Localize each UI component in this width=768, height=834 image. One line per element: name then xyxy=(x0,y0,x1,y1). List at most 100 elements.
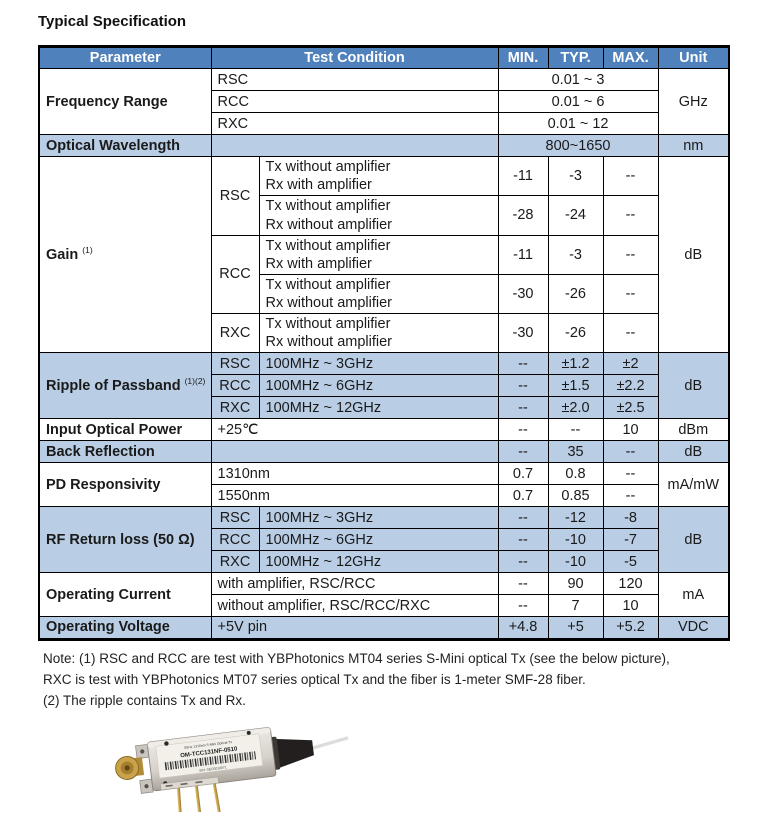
param-cell: Ripple of Passband (1)(2) xyxy=(38,352,212,420)
col-header-parameter: Parameter xyxy=(38,45,212,70)
cond-cell: 100MHz ~ 6GHz xyxy=(258,374,499,398)
min-cell: -28 xyxy=(497,195,549,236)
table-row-rf-rxc: RXC 100MHz ~ 12GHz -- -10 -5 xyxy=(39,550,729,574)
cond-cell: +5V pin xyxy=(210,616,499,641)
typ-cell: 90 xyxy=(547,572,604,596)
min-cell: -30 xyxy=(497,273,549,315)
cond-cell: 100MHz ~ 12GHz xyxy=(258,396,499,420)
typ-cell: -26 xyxy=(547,273,604,315)
cond-line-2: Rx without amplifier xyxy=(265,216,393,233)
cond-cell: RSC xyxy=(210,68,499,92)
table-row-operating-voltage: Operating Voltage +5V pin +4.8 +5 +5.2 V… xyxy=(38,616,730,641)
unit-cell: VDC xyxy=(657,616,730,641)
table-row-ripple-rsc: Ripple of Passband (1)(2) RSC 100MHz ~ 3… xyxy=(38,352,730,420)
max-cell: -- xyxy=(602,484,659,508)
param-cell: PD Responsivity xyxy=(38,462,212,508)
table-row-gain-rxc: RXC Tx without amplifier Rx without ampl… xyxy=(39,313,729,354)
cond-line-2: Rx with amplifier xyxy=(265,177,372,194)
mode-cell: RXC xyxy=(210,396,260,420)
max-cell: -- xyxy=(602,156,659,197)
param-cell: Back Reflection xyxy=(38,440,212,464)
typ-cell: -10 xyxy=(547,528,604,552)
unit-cell: GHz xyxy=(657,68,730,136)
max-cell: ±2.2 xyxy=(602,374,659,398)
cond-cell: 100MHz ~ 6GHz xyxy=(258,528,499,552)
table-row-current-without-amp: without amplifier, RSC/RCC/RXC -- 7 10 xyxy=(39,594,729,618)
cond-cell: 1310nm xyxy=(210,462,499,486)
table-row-rf-rsc: RF Return loss (50 Ω) RSC 100MHz ~ 3GHz … xyxy=(38,506,730,574)
param-label: Gain xyxy=(46,247,79,264)
unit-cell: dB xyxy=(657,156,730,354)
table-row-gain-rcc-1: RCC Tx without amplifier Rx with amplifi… xyxy=(39,234,729,315)
mode-cell: RCC xyxy=(210,374,260,398)
table-row-pd-1550: 1550nm 0.7 0.85 -- xyxy=(39,484,729,508)
cond-cell: with amplifier, RSC/RCC xyxy=(210,572,499,596)
max-cell: ±2.5 xyxy=(602,396,659,420)
unit-cell: dB xyxy=(657,352,730,420)
min-cell: -- xyxy=(497,594,549,618)
note-line: RXC is test with YBPhotonics MT07 series… xyxy=(43,671,586,687)
max-cell: -8 xyxy=(602,506,659,530)
label-barcode xyxy=(163,750,257,770)
notes: Note: (1) RSC and RCC are test with YBPh… xyxy=(38,648,748,711)
cond-line-2: Rx with amplifier xyxy=(265,255,372,272)
label-title: 3GHz 1310nm S-Mini Optical Tx xyxy=(184,739,233,749)
table-row-frequency-rsc: Frequency Range RSC 0.01 ~ 3 GHz xyxy=(38,68,730,136)
max-cell: -- xyxy=(602,273,659,315)
typ-cell: -10 xyxy=(547,550,604,574)
param-cell: Input Optical Power xyxy=(38,418,212,442)
max-cell: ±2 xyxy=(602,352,659,376)
min-cell: -- xyxy=(497,572,549,596)
table-row-ripple-rcc: RCC 100MHz ~ 6GHz -- ±1.5 ±2.2 xyxy=(39,374,729,398)
cond-line-1: Tx without amplifier xyxy=(265,316,391,333)
mode-cell: RSC xyxy=(210,506,260,530)
typ-cell: 7 xyxy=(547,594,604,618)
max-cell: -7 xyxy=(602,528,659,552)
cond-cell: Tx without amplifier Rx with amplifier xyxy=(258,234,499,275)
cond-cell: Tx without amplifier Rx with amplifier xyxy=(258,156,499,197)
cond-cell: 100MHz ~ 3GHz xyxy=(258,352,499,376)
col-header-min: MIN. xyxy=(497,45,549,70)
param-cell: Optical Wavelength xyxy=(38,134,212,158)
unit-cell: mA/mW xyxy=(657,462,730,508)
param-footnote-ref: (1) xyxy=(82,245,93,256)
cond-line-2: Rx without amplifier xyxy=(265,295,393,311)
document-page: Typical Specification Parameter Test Con… xyxy=(38,13,748,817)
min-cell: 0.7 xyxy=(497,462,549,486)
typ-cell: ±2.0 xyxy=(547,396,604,420)
cond-line-1: Tx without amplifier xyxy=(265,237,391,254)
value-cell: 0.01 ~ 12 xyxy=(497,112,659,136)
cond-line-1: Tx without amplifier xyxy=(265,276,391,293)
typ-cell: -24 xyxy=(547,195,604,236)
mode-cell: RXC xyxy=(210,313,260,354)
min-cell: -30 xyxy=(497,313,549,354)
table-row-pd-1310: PD Responsivity 1310nm 0.7 0.8 -- mA/mW xyxy=(38,462,730,508)
table-row-current-with-amp: Operating Current with amplifier, RSC/RC… xyxy=(38,572,730,618)
cond-cell: RCC xyxy=(210,90,499,114)
note-line: Note: (1) RSC and RCC are test with YBPh… xyxy=(43,650,670,666)
min-cell: -11 xyxy=(497,234,549,275)
note-line: (2) The ripple contains Tx and Rx. xyxy=(43,692,246,708)
col-header-max: MAX. xyxy=(602,45,659,70)
value-cell: 0.01 ~ 6 xyxy=(497,90,659,114)
mode-cell: RCC xyxy=(210,528,260,552)
cond-cell: 100MHz ~ 3GHz xyxy=(258,506,499,530)
min-cell: -- xyxy=(497,440,549,464)
typ-cell: 0.85 xyxy=(547,484,604,508)
optical-tx-photo-illustration: 3GHz 1310nm S-Mini Optical Tx OM-TCC131N… xyxy=(115,726,349,817)
param-cell: Operating Voltage xyxy=(38,616,212,641)
min-cell: -- xyxy=(497,396,549,420)
pin xyxy=(212,782,221,812)
typ-cell: -26 xyxy=(547,313,604,354)
typ-cell: ±1.5 xyxy=(547,374,604,398)
fiber xyxy=(310,735,349,750)
page-title: Typical Specification xyxy=(38,13,187,30)
min-cell: -- xyxy=(497,550,549,574)
unit-cell: mA xyxy=(657,572,730,618)
table-row-input-optical-power: Input Optical Power +25℃ -- -- 10 dBm xyxy=(38,418,730,442)
cond-cell: Tx without amplifier Rx without amplifie… xyxy=(258,195,499,236)
label-serial: S/N: SEC0010071 xyxy=(199,765,227,772)
device-photo: 3GHz 1310nm S-Mini Optical Tx OM-TCC131N… xyxy=(100,716,350,817)
cond-cell: +25℃ xyxy=(210,418,499,442)
unit-cell: dB xyxy=(657,440,730,464)
